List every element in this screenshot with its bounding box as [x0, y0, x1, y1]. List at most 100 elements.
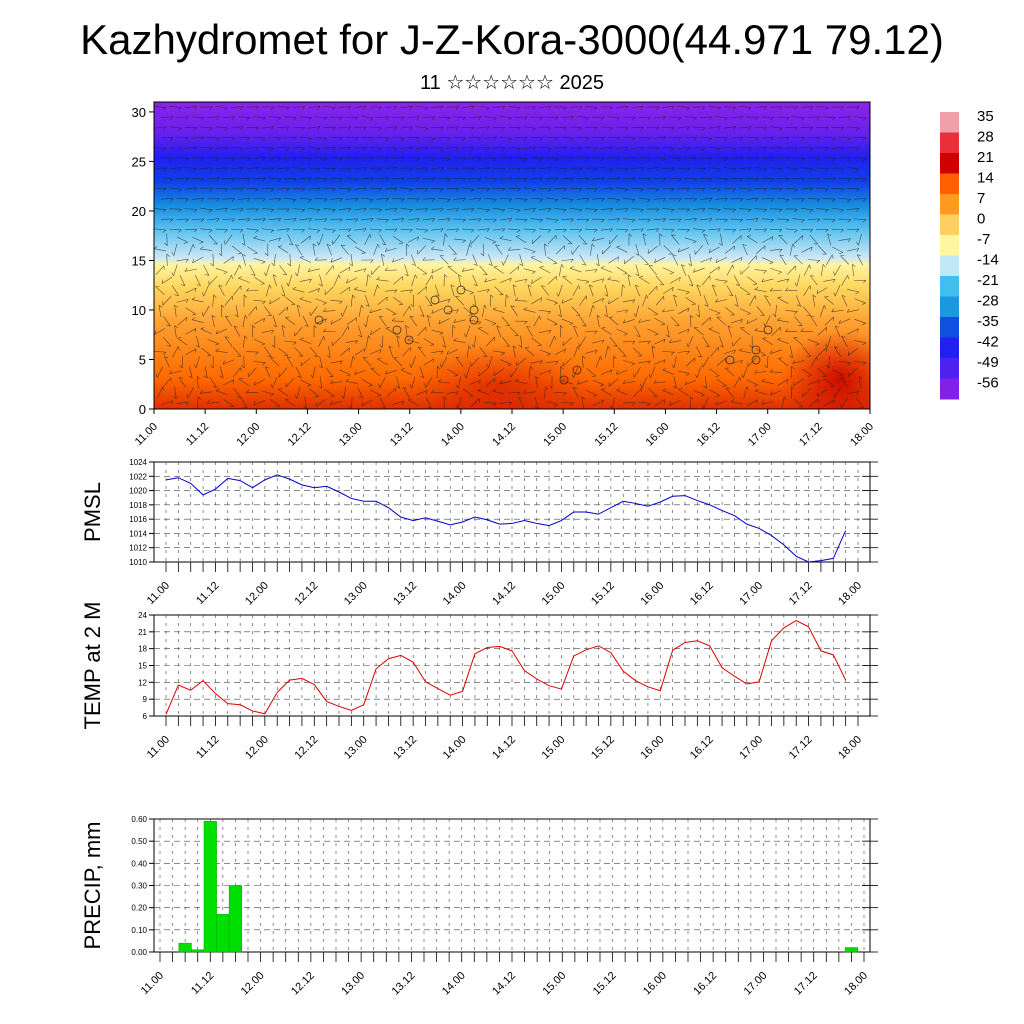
- wind-barb-flag: [310, 374, 314, 379]
- wind-barb-flag: [785, 287, 789, 291]
- wind-barb-flag: [613, 355, 617, 360]
- wind-barb: [284, 399, 296, 407]
- wind-barb-flag: [231, 137, 235, 141]
- wind-barb-flag: [417, 236, 419, 241]
- colorbar-label: -35: [977, 313, 999, 330]
- wind-barb-flag: [239, 264, 242, 269]
- wind-barb: [354, 208, 367, 210]
- wind-barb-flag: [381, 243, 386, 246]
- wind-barb-flag: [332, 146, 336, 151]
- wind-barb-flag: [635, 284, 639, 287]
- wind-barb: [596, 315, 600, 328]
- wind-barb-flag: [631, 219, 636, 223]
- wind-barb: [585, 208, 598, 210]
- wind-barb: [354, 246, 366, 254]
- wind-barb: [831, 369, 844, 375]
- wind-barb-flag: [801, 158, 805, 162]
- wind-barb-flag: [831, 158, 836, 162]
- wind-barb-flag: [662, 218, 667, 222]
- wind-barb-flag: [718, 266, 720, 271]
- x-tick-label: 18.00: [836, 734, 864, 762]
- wind-barb-flag: [678, 137, 682, 141]
- wind-barb-flag: [702, 208, 706, 212]
- wind-barb: [494, 286, 504, 295]
- wind-barb-flag: [601, 278, 605, 283]
- wind-barb-flag: [469, 292, 474, 295]
- wind-barb-flag: [396, 335, 401, 339]
- wind-barb-flag: [732, 106, 737, 111]
- wind-barb: [385, 167, 397, 170]
- wind-barb-flag: [624, 127, 629, 131]
- wind-barb-flag: [301, 127, 305, 131]
- wind-barb: [817, 245, 827, 255]
- wind-barb-flag: [631, 117, 636, 121]
- wind-barb: [523, 146, 536, 149]
- wind-barb: [285, 377, 295, 388]
- wind-barb-flag: [701, 168, 706, 172]
- wind-barb: [477, 126, 490, 129]
- wind-barb-flag: [352, 294, 356, 299]
- wind-barb: [708, 228, 721, 231]
- wind-barb: [376, 279, 389, 282]
- wind-barb-flag: [517, 168, 521, 172]
- wind-barb-flag: [816, 137, 821, 141]
- wind-barb-flag: [158, 304, 163, 308]
- wind-barb: [453, 238, 466, 241]
- wind-barb-flag: [847, 362, 851, 366]
- wind-barb: [605, 345, 609, 358]
- wind-barb: [616, 106, 628, 108]
- wind-barb: [754, 390, 767, 395]
- wind-barb: [662, 105, 675, 109]
- wind-barb-flag: [564, 348, 566, 353]
- wind-barb: [635, 264, 640, 277]
- wind-barb-flag: [825, 168, 829, 172]
- wind-barb: [289, 253, 291, 267]
- wind-barb-flag: [764, 364, 768, 369]
- wind-barb: [261, 390, 274, 395]
- wind-barb: [764, 295, 771, 307]
- wind-barb-flag: [693, 157, 697, 162]
- wind-barb-flag: [532, 167, 536, 172]
- wind-barb: [431, 106, 444, 108]
- wind-barb-flag: [363, 208, 367, 212]
- wind-barb-flag: [754, 388, 759, 392]
- wind-barb: [453, 116, 466, 118]
- wind-barb-flag: [696, 314, 700, 318]
- wind-barb-flag: [856, 106, 860, 110]
- wind-barb: [184, 105, 197, 109]
- wind-barb: [458, 376, 462, 389]
- wind-barb: [361, 218, 374, 221]
- wind-barb: [169, 126, 182, 129]
- wind-barb-flag: [208, 209, 213, 213]
- wind-barb-flag: [831, 254, 834, 259]
- wind-barb: [770, 126, 782, 129]
- wind-barb: [328, 345, 331, 358]
- wind-barb-flag: [772, 313, 776, 318]
- wind-barb-flag: [763, 168, 767, 172]
- wind-barb: [357, 325, 363, 338]
- wind-barb-flag: [517, 188, 521, 192]
- x-tick-label: 16.00: [644, 421, 672, 449]
- wind-barb: [246, 147, 259, 149]
- wind-barb-flag: [431, 198, 436, 202]
- wind-barb: [533, 315, 540, 327]
- wind-barb-flag: [251, 274, 256, 276]
- wind-barb-flag: [693, 218, 697, 222]
- wind-barb-flag: [348, 267, 351, 272]
- wind-barb: [709, 266, 720, 274]
- wind-barb: [338, 147, 351, 149]
- wind-barb-flag: [246, 389, 250, 393]
- wind-barb: [308, 228, 320, 231]
- wind-barb: [261, 208, 274, 210]
- wind-barb-flag: [349, 263, 353, 267]
- wind-barb: [554, 208, 567, 210]
- wind-barb-flag: [704, 304, 709, 307]
- wind-barb: [466, 243, 470, 256]
- wind-barb-flag: [732, 229, 737, 233]
- wind-barb-flag: [332, 107, 336, 111]
- wind-barb: [586, 368, 596, 377]
- wind-barb: [488, 356, 493, 368]
- wind-barb-flag: [323, 336, 326, 341]
- x-tick-label: 18.00: [842, 970, 870, 998]
- wind-barb-flag: [840, 147, 844, 151]
